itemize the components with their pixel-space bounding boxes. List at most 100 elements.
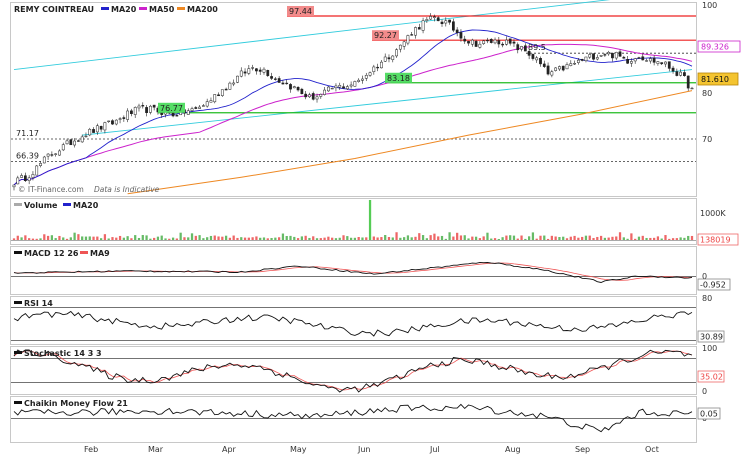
volume-bar — [50, 235, 54, 240]
volume-bar — [259, 237, 262, 240]
volume-bar — [240, 237, 243, 240]
ma50-value-box: 89.326 — [697, 40, 741, 53]
candle-body — [357, 79, 361, 82]
candle-body — [304, 93, 308, 98]
candle-body — [277, 78, 281, 83]
volume-bar — [262, 237, 266, 240]
volume-bar — [622, 237, 625, 240]
rsi-legend: RSI 14 — [14, 299, 53, 308]
macd-signal-label: MA9 — [90, 249, 110, 258]
volume-bar — [558, 237, 561, 240]
candle-body — [667, 61, 671, 69]
candle-body — [652, 57, 656, 63]
volume-bar — [122, 237, 125, 240]
volume-bar — [323, 237, 326, 240]
candle-body — [599, 54, 603, 57]
rsi-last-value: 30.89 — [700, 333, 723, 342]
last-price-box: 81.610 — [697, 72, 739, 86]
level-label-5: 71.17 — [16, 129, 39, 138]
macd-last-value: -0.952 — [700, 281, 726, 290]
candle-body — [338, 85, 342, 88]
candle-body — [353, 81, 357, 87]
volume-bar — [615, 236, 618, 240]
volume-bar — [452, 236, 455, 240]
volume-bar — [448, 232, 451, 240]
candle-body — [425, 19, 429, 21]
volume-bar — [565, 238, 569, 240]
candle-body — [516, 44, 520, 51]
candle-body — [467, 41, 470, 44]
candle-body — [535, 57, 539, 61]
candle-body — [523, 45, 527, 52]
volume-bar — [255, 236, 258, 240]
candle-body — [243, 71, 247, 74]
volume-bar — [31, 238, 35, 240]
candle-body — [202, 105, 205, 107]
candle-body — [546, 65, 550, 75]
candle-body — [334, 85, 338, 89]
volume-bar — [395, 232, 398, 240]
volume-bar — [421, 235, 425, 240]
volume-bar — [327, 236, 330, 240]
candle-body — [603, 54, 607, 56]
candle-body — [440, 21, 444, 25]
candle-body — [130, 110, 133, 114]
volume-bar — [281, 233, 285, 240]
candle-body — [395, 49, 398, 57]
candle-body — [421, 20, 425, 31]
volume-bar — [194, 235, 197, 240]
candle-body — [99, 126, 103, 130]
candle-body — [54, 153, 58, 155]
volume-bar — [546, 238, 550, 240]
volume-bar — [349, 237, 353, 240]
candle-body — [16, 177, 20, 185]
watermark: © IT-Finance.com — [18, 185, 84, 194]
volume-bar — [12, 238, 16, 240]
volume-bar — [153, 237, 156, 240]
volume-bar — [410, 237, 413, 240]
macd-signal-swatch — [80, 251, 88, 254]
volume-bar — [562, 236, 565, 240]
ma200-legend-swatch — [177, 7, 185, 10]
candle-body — [69, 139, 73, 146]
volume-bar — [168, 238, 171, 240]
candle-body — [186, 110, 190, 115]
candle-body — [137, 105, 141, 109]
candle-body — [308, 94, 311, 98]
ma20-legend-swatch — [101, 7, 109, 10]
candle-body — [239, 70, 243, 77]
cmf-title: Chaikin Money Flow 21 — [24, 399, 128, 408]
stochastic-last-value: 35.02 — [700, 373, 723, 382]
volume-bar — [77, 234, 80, 240]
candle-body — [470, 39, 474, 45]
volume-bar — [92, 236, 95, 240]
candle-body — [266, 70, 270, 76]
volume-ma20-label: MA20 — [73, 201, 99, 210]
volume-bar — [656, 236, 660, 240]
volume-bar — [516, 238, 519, 240]
volume-bar — [103, 234, 107, 240]
candle-body — [527, 51, 531, 56]
volume-bar — [183, 237, 186, 240]
candle-body — [133, 107, 137, 115]
candle-body — [23, 175, 27, 181]
price-tick-80: 80 — [702, 89, 712, 98]
candle-body — [296, 87, 300, 91]
candle-body — [580, 59, 584, 61]
candle-body — [349, 84, 353, 87]
volume-bar — [569, 236, 572, 240]
candle-body — [637, 57, 641, 59]
volume-bar — [501, 237, 504, 240]
candle-body — [300, 88, 304, 94]
candle-body — [448, 19, 451, 23]
candle-body — [429, 16, 433, 20]
price-channels — [13, 0, 693, 136]
candle-body — [414, 27, 417, 36]
level-label-box-1 — [372, 30, 399, 41]
volume-bar — [353, 237, 357, 240]
volume-bar — [384, 235, 387, 240]
volume-bar — [58, 235, 61, 240]
candle-body — [228, 82, 232, 90]
candle-body — [289, 84, 292, 90]
